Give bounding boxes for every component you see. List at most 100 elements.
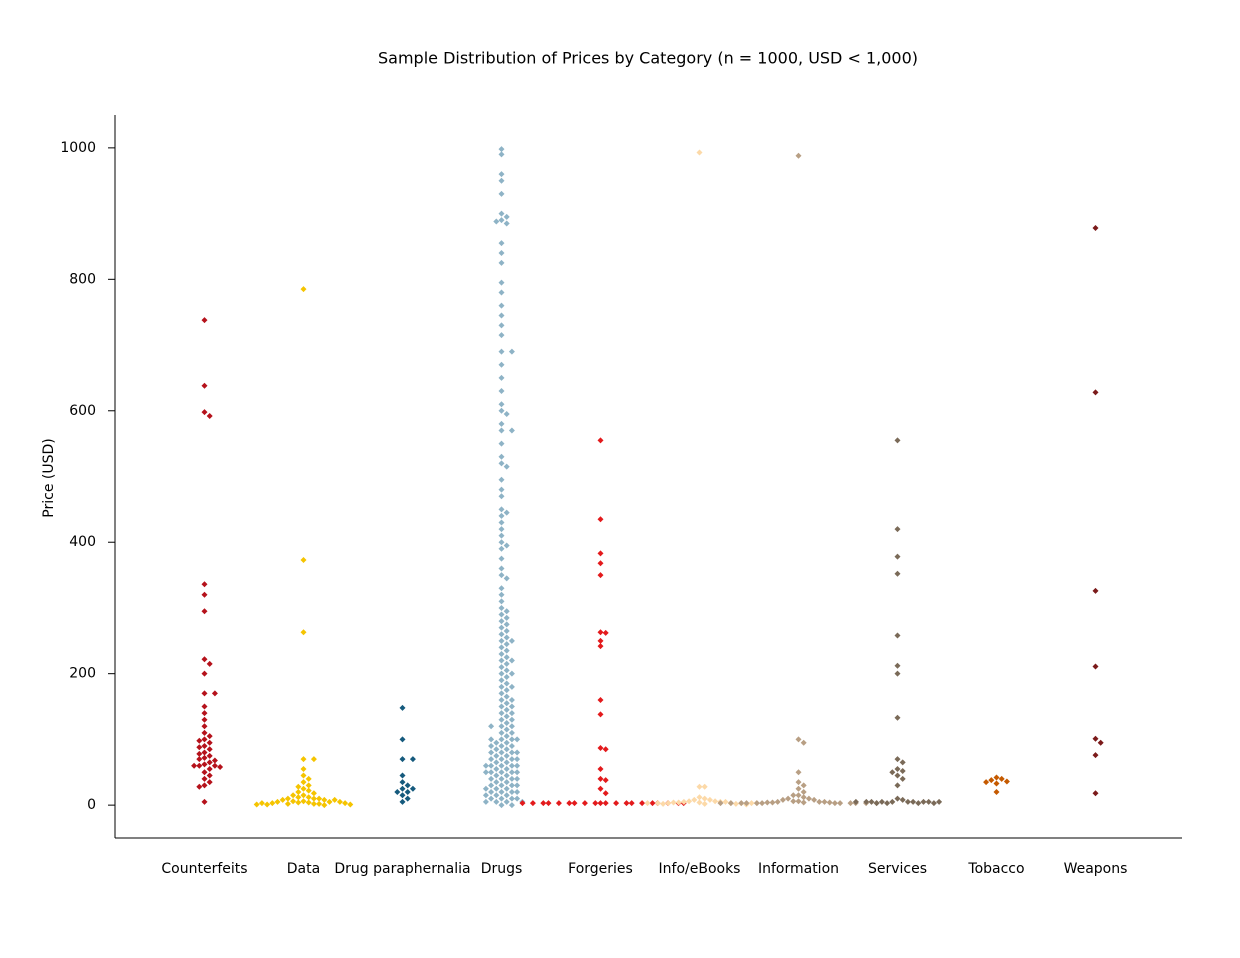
data-point [904, 798, 911, 805]
data-point [894, 714, 901, 721]
data-point [196, 762, 203, 769]
data-point [514, 736, 521, 743]
data-point [347, 801, 354, 808]
data-point [498, 604, 505, 611]
data-point [290, 798, 297, 805]
data-point [613, 800, 620, 807]
data-point [498, 190, 505, 197]
data-point [498, 486, 505, 493]
data-point [342, 800, 349, 807]
data-point [399, 704, 406, 711]
data-point [498, 565, 505, 572]
data-point [196, 744, 203, 751]
x-tick-label: Services [868, 861, 927, 877]
data-point [498, 710, 505, 717]
data-point [800, 799, 807, 806]
data-point [498, 210, 505, 217]
data-point [1092, 225, 1099, 232]
data-point [482, 762, 489, 769]
data-point [649, 800, 656, 807]
data-point [503, 608, 510, 615]
data-point [540, 800, 547, 807]
data-point [701, 795, 708, 802]
data-point [722, 798, 729, 805]
data-point [993, 774, 1000, 781]
data-point [305, 799, 312, 806]
data-point [498, 420, 505, 427]
data-point [998, 775, 1005, 782]
data-point [201, 798, 208, 805]
data-point [508, 696, 515, 703]
data-point [498, 585, 505, 592]
data-point [847, 800, 854, 807]
data-point [498, 716, 505, 723]
data-point [493, 218, 500, 225]
data-point [498, 493, 505, 500]
data-point [503, 792, 510, 799]
data-point [399, 756, 406, 763]
data-point [769, 799, 776, 806]
data-point [660, 800, 667, 807]
data-point [498, 332, 505, 339]
data-point [623, 800, 630, 807]
data-point [503, 647, 510, 654]
data-point [498, 591, 505, 598]
data-point [404, 788, 411, 795]
data-point [399, 736, 406, 743]
data-point [889, 769, 896, 776]
data-point [597, 800, 604, 807]
data-point [894, 765, 901, 772]
data-point [409, 756, 416, 763]
data-point [498, 361, 505, 368]
data-point [936, 798, 943, 805]
data-point [488, 749, 495, 756]
data-point [493, 798, 500, 805]
data-point [482, 792, 489, 799]
data-point [206, 759, 213, 766]
data-point [295, 794, 302, 801]
data-point [790, 792, 797, 799]
data-point [503, 687, 510, 694]
data-point [915, 800, 922, 807]
data-point [201, 656, 208, 663]
data-point [899, 767, 906, 774]
data-point [503, 509, 510, 516]
data-point [498, 259, 505, 266]
data-point [498, 696, 505, 703]
data-point [514, 788, 521, 795]
data-point [201, 382, 208, 389]
data-point [894, 782, 901, 789]
data-point [508, 683, 515, 690]
data-point [409, 785, 416, 792]
data-point [831, 800, 838, 807]
data-point [503, 785, 510, 792]
y-tick-label: 600 [69, 403, 96, 419]
data-point [493, 779, 500, 786]
data-point [508, 782, 515, 789]
data-point [488, 782, 495, 789]
data-point [498, 683, 505, 690]
data-point [602, 790, 609, 797]
data-point [404, 782, 411, 789]
data-point [295, 783, 302, 790]
data-point [498, 506, 505, 513]
data-point [654, 800, 661, 807]
data-point [503, 627, 510, 634]
data-point [206, 746, 213, 753]
data-point [498, 598, 505, 605]
data-point [696, 149, 703, 156]
data-point [201, 581, 208, 588]
data-point [508, 703, 515, 710]
data-point [399, 785, 406, 792]
data-point [894, 526, 901, 533]
data-point [811, 796, 818, 803]
data-point [206, 739, 213, 746]
data-point [597, 637, 604, 644]
data-point [284, 795, 291, 802]
data-point [628, 800, 635, 807]
data-point [498, 240, 505, 247]
y-tick-label: 1000 [60, 140, 96, 156]
data-point [310, 795, 317, 802]
data-point [873, 800, 880, 807]
data-point [498, 453, 505, 460]
